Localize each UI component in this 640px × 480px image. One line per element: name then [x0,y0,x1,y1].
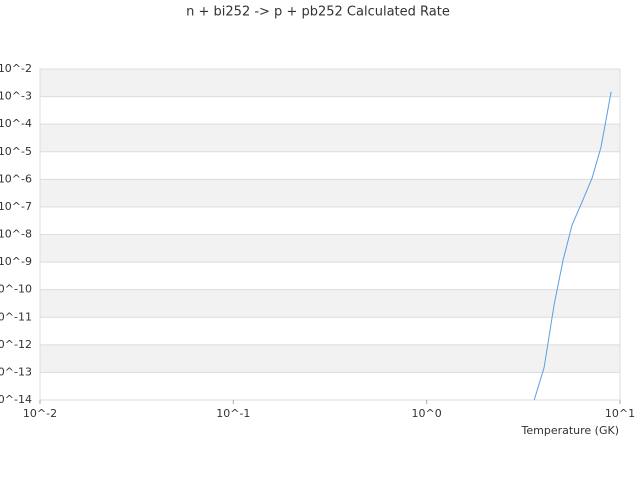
x-axis-label: Temperature (GK) [521,424,620,437]
y-tick-label: 10^-14 [0,393,32,406]
y-tick-label: 10^-7 [0,200,32,213]
x-tick-label: 10^0 [412,407,442,420]
y-tick-label: 10^-13 [0,365,32,378]
chart-title: n + bi252 -> p + pb252 Calculated Rate [186,5,450,20]
y-tick-label: 10^-6 [0,172,32,185]
y-tick-label: 10^-12 [0,338,32,351]
x-tick-label: 10^1 [605,407,635,420]
y-tick-label: 10^-11 [0,310,32,323]
y-tick-label: 10^-3 [0,90,32,103]
y-tick-label: 10^-10 [0,283,32,296]
grid-band [40,179,620,207]
y-tick-label: 10^-4 [0,117,32,130]
data-line [533,91,612,401]
x-tick-label: 10^-2 [23,407,57,420]
grid-band [40,234,620,263]
grid-band [40,289,620,318]
y-tick-label: 10^-8 [0,228,32,241]
y-tick-label: 10^-2 [0,62,32,75]
plot-frame [39,68,621,401]
grid-band [40,124,620,152]
y-tick-label: 10^-9 [0,255,32,268]
y-tick-label: 10^-5 [0,145,32,158]
x-tick-label: 10^-1 [216,407,250,420]
grid-band [40,344,620,373]
grid-band [40,69,620,97]
